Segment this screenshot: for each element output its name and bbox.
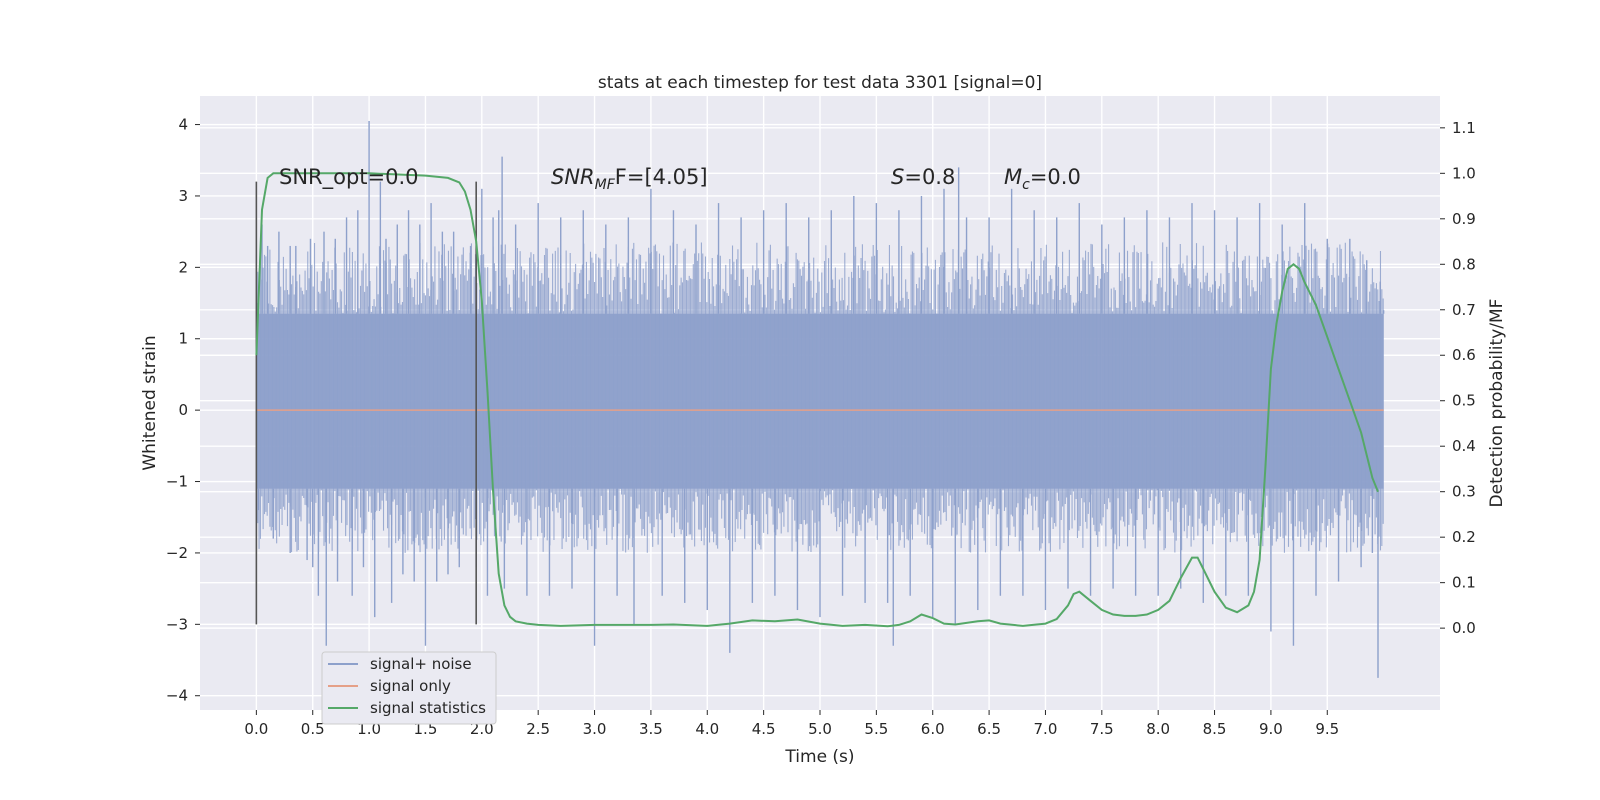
y-tick-label-4: 0: [178, 401, 188, 419]
x-tick-label-10: 5.0: [808, 720, 832, 738]
y-tick-label-8: −4: [166, 687, 188, 705]
y-tick-label-0: 4: [178, 116, 188, 134]
y-right-tick-label-11: 0.0: [1452, 619, 1476, 637]
y-right-tick-label-6: 0.5: [1452, 392, 1476, 410]
y-right-tick-label-9: 0.2: [1452, 528, 1476, 546]
series-signal-statistics: [255, 172, 1379, 628]
x-tick-label-8: 4.0: [695, 720, 719, 738]
y-tick-label-7: −3: [166, 615, 188, 633]
legend-label-signal-noise: signal+ noise: [370, 655, 472, 673]
x-tick-label-18: 9.0: [1259, 720, 1283, 738]
legend-label-signal-only: signal only: [370, 677, 451, 695]
x-tick-label-9: 4.5: [752, 720, 776, 738]
annotation-mc: Mc=0.0: [1004, 165, 1081, 193]
annotation-snr-opt: SNR_opt=0.0: [279, 165, 419, 190]
y-tick-label-1: 3: [178, 187, 188, 205]
x-tick-label-17: 8.5: [1203, 720, 1227, 738]
y-axis-label: Whitened strain: [140, 335, 160, 470]
annotation-s: S=0.8: [891, 165, 955, 189]
y-tick-label-3: 1: [178, 330, 188, 348]
legend-label-signal-statistics: signal statistics: [370, 699, 486, 717]
y-tick-label-5: −1: [166, 473, 188, 491]
y-tick-label-6: −2: [166, 544, 188, 562]
x-tick-label-5: 2.5: [526, 720, 550, 738]
y-right-tick-label-10: 0.1: [1452, 574, 1476, 592]
y-right-tick-label-7: 0.4: [1452, 437, 1476, 455]
x-tick-label-11: 5.5: [864, 720, 888, 738]
annotation-snr-mf: SNRMFF=[4.05]: [551, 165, 708, 193]
x-tick-label-6: 3.0: [583, 720, 607, 738]
x-tick-label-19: 9.5: [1315, 720, 1339, 738]
y-axis-right-ticks: 1.1 1.0 0.9 0.8 0.7 0.6 0.5 0.4 0.3 0.2 0.1 0.0: [1440, 119, 1476, 637]
x-tick-label-0: 0.0: [244, 720, 268, 738]
x-tick-label-12: 6.0: [921, 720, 945, 738]
x-tick-label-7: 3.5: [639, 720, 663, 738]
y-right-tick-label-5: 0.6: [1452, 346, 1476, 364]
x-tick-label-1: 0.5: [301, 720, 325, 738]
x-tick-label-15: 7.5: [1090, 720, 1114, 738]
y-axis-right-label: Detection probability/MF: [1487, 299, 1507, 508]
x-tick-label-16: 8.0: [1146, 720, 1170, 738]
y-right-tick-label-3: 0.8: [1452, 255, 1476, 273]
y-tick-label-2: 2: [178, 258, 188, 276]
signal-statistics-line: [255, 172, 1379, 628]
series-signal-noise: [255, 120, 1385, 678]
x-tick-label-13: 6.5: [977, 720, 1001, 738]
x-tick-label-14: 7.0: [1034, 720, 1058, 738]
y-right-tick-label-4: 0.7: [1452, 301, 1476, 319]
y-right-tick-label-1: 1.0: [1452, 164, 1476, 182]
y-right-tick-label-2: 0.9: [1452, 210, 1476, 228]
y-axis-ticks: 4 3 2 1 0 −1 −2 −3 −4: [166, 116, 200, 705]
legend: signal+ noise signal only signal statist…: [321, 651, 497, 725]
y-right-tick-label-8: 0.3: [1452, 483, 1476, 501]
y-right-tick-label-0: 1.1: [1452, 119, 1476, 137]
chart-title: stats at each timestep for test data 330…: [598, 73, 1042, 93]
x-axis-label: Time (s): [784, 747, 854, 767]
legend-box: [321, 651, 497, 725]
vertical-markers: [255, 181, 477, 625]
